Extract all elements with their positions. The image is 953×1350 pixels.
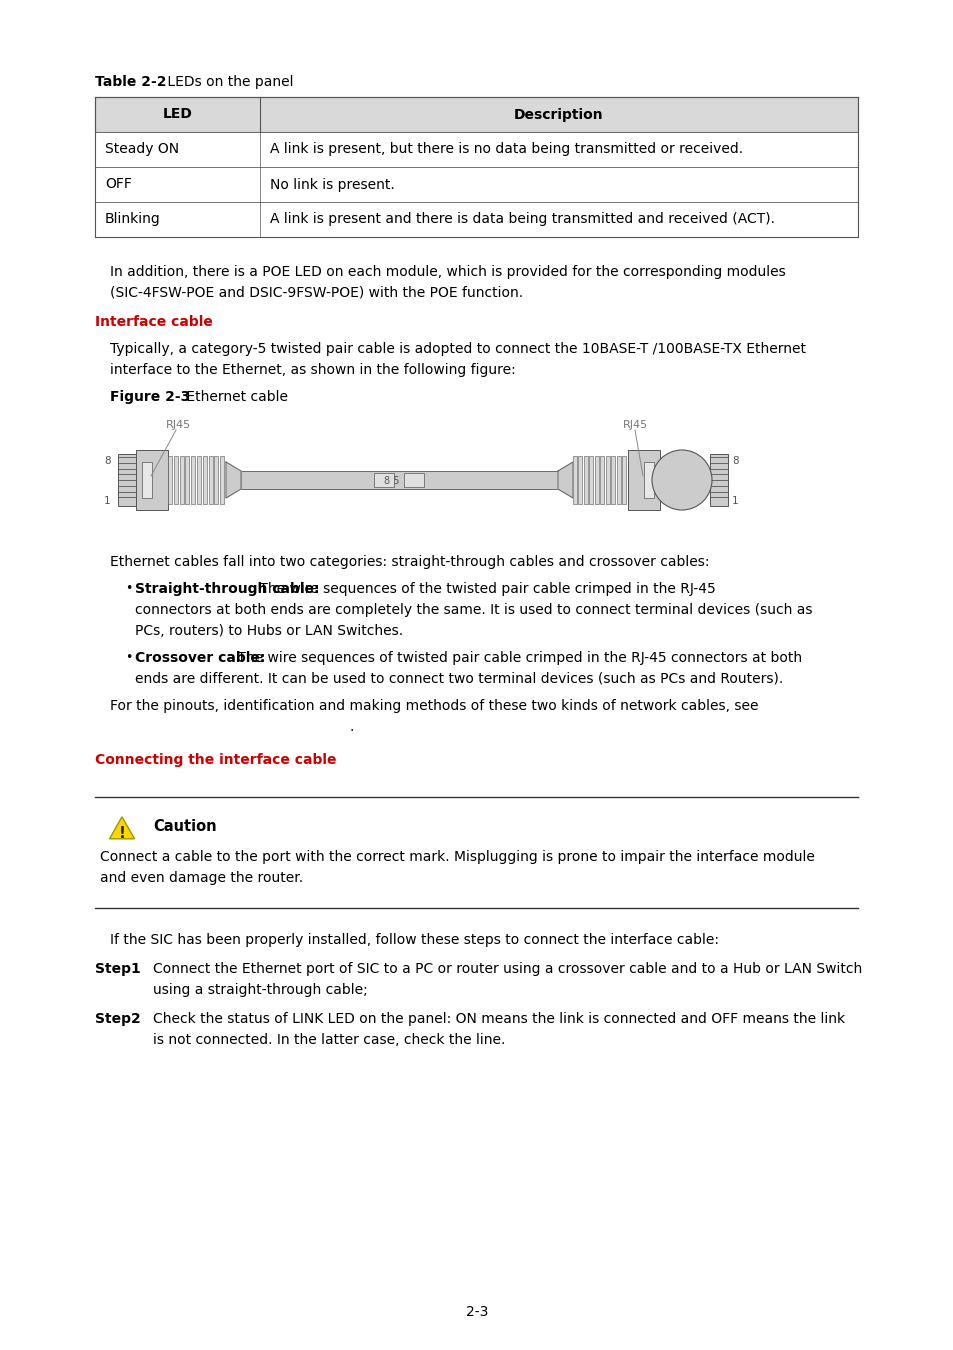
FancyBboxPatch shape [220,456,224,504]
Text: Connect the Ethernet port of SIC to a PC or router using a crossover cable and t: Connect the Ethernet port of SIC to a PC… [152,963,862,976]
FancyBboxPatch shape [118,454,136,506]
FancyBboxPatch shape [622,456,626,504]
Circle shape [651,450,711,510]
Text: If the SIC has been properly installed, follow these steps to connect the interf: If the SIC has been properly installed, … [110,933,719,946]
Text: 8: 8 [731,456,738,466]
Text: A link is present and there is data being transmitted and received (ACT).: A link is present and there is data bein… [270,212,774,227]
FancyBboxPatch shape [196,456,201,504]
Text: Caution: Caution [152,819,216,834]
Polygon shape [110,817,134,838]
Text: Figure 2-3: Figure 2-3 [110,390,190,404]
Text: Description: Description [514,108,603,122]
Text: A link is present, but there is no data being transmitted or received.: A link is present, but there is no data … [270,143,742,157]
Polygon shape [558,462,573,498]
FancyBboxPatch shape [589,456,593,504]
FancyBboxPatch shape [95,202,857,238]
Text: RJ45: RJ45 [166,420,191,431]
Text: Step1: Step1 [95,963,141,976]
FancyBboxPatch shape [605,456,609,504]
FancyBboxPatch shape [95,97,857,132]
FancyBboxPatch shape [611,456,615,504]
Text: Crossover cable:: Crossover cable: [135,651,265,666]
Text: For the pinouts, identification and making methods of these two kinds of network: For the pinouts, identification and maki… [110,699,758,713]
FancyBboxPatch shape [709,454,727,506]
FancyBboxPatch shape [627,450,659,510]
Text: using a straight-through cable;: using a straight-through cable; [152,983,367,998]
FancyBboxPatch shape [643,462,654,498]
FancyBboxPatch shape [142,462,152,498]
Text: ends are different. It can be used to connect two terminal devices (such as PCs : ends are different. It can be used to co… [135,672,782,686]
FancyBboxPatch shape [578,456,581,504]
Text: Interface cable: Interface cable [95,315,213,329]
Text: 8: 8 [104,456,111,466]
Text: is not connected. In the latter case, check the line.: is not connected. In the latter case, ch… [152,1033,505,1048]
FancyBboxPatch shape [375,472,395,487]
Text: Ethernet cable: Ethernet cable [182,390,288,404]
Text: Check the status of LINK LED on the panel: ON means the link is connected and OF: Check the status of LINK LED on the pane… [152,1012,844,1026]
Text: LED: LED [162,108,193,122]
Text: (SIC-4FSW-POE and DSIC-9FSW-POE) with the POE function.: (SIC-4FSW-POE and DSIC-9FSW-POE) with th… [110,286,522,300]
FancyBboxPatch shape [241,471,558,489]
Text: Connecting the interface cable: Connecting the interface cable [95,753,336,767]
Text: 1: 1 [731,495,738,506]
FancyBboxPatch shape [617,456,620,504]
Text: LEDs on the panel: LEDs on the panel [163,76,294,89]
Text: interface to the Ethernet, as shown in the following figure:: interface to the Ethernet, as shown in t… [110,363,516,377]
FancyBboxPatch shape [95,132,857,167]
Text: Steady ON: Steady ON [105,143,179,157]
Text: 2-3: 2-3 [465,1305,488,1319]
FancyBboxPatch shape [168,456,172,504]
Text: Step2: Step2 [95,1012,141,1026]
Text: Ethernet cables fall into two categories: straight-through cables and crossover : Ethernet cables fall into two categories… [110,555,709,568]
FancyBboxPatch shape [203,456,207,504]
FancyBboxPatch shape [573,456,577,504]
Text: .: . [350,720,354,734]
Text: •: • [125,582,132,595]
FancyBboxPatch shape [404,472,424,487]
Text: Table 2-2: Table 2-2 [95,76,167,89]
Text: and even damage the router.: and even damage the router. [100,871,303,886]
Text: 1: 1 [104,495,111,506]
FancyBboxPatch shape [599,456,603,504]
FancyBboxPatch shape [95,167,857,202]
Text: The wire sequences of twisted pair cable crimped in the RJ-45 connectors at both: The wire sequences of twisted pair cable… [233,651,801,666]
Text: •: • [125,651,132,664]
FancyBboxPatch shape [173,456,177,504]
Text: PCs, routers) to Hubs or LAN Switches.: PCs, routers) to Hubs or LAN Switches. [135,624,403,639]
FancyBboxPatch shape [673,470,689,490]
Text: !: ! [118,826,125,841]
Text: Blinking: Blinking [105,212,161,227]
Text: connectors at both ends are completely the same. It is used to connect terminal : connectors at both ends are completely t… [135,603,812,617]
FancyBboxPatch shape [209,456,213,504]
Text: Connect a cable to the port with the correct mark. Misplugging is prone to impai: Connect a cable to the port with the cor… [100,850,814,864]
FancyBboxPatch shape [595,456,598,504]
FancyBboxPatch shape [185,456,190,504]
FancyBboxPatch shape [191,456,195,504]
FancyBboxPatch shape [214,456,218,504]
FancyBboxPatch shape [179,456,184,504]
Text: The wire sequences of the twisted pair cable crimped in the RJ-45: The wire sequences of the twisted pair c… [254,582,715,595]
FancyBboxPatch shape [583,456,587,504]
Text: 8 5: 8 5 [383,477,399,486]
Text: In addition, there is a POE LED on each module, which is provided for the corres: In addition, there is a POE LED on each … [110,265,785,279]
Text: No link is present.: No link is present. [270,177,395,192]
Text: OFF: OFF [105,177,132,192]
FancyBboxPatch shape [136,450,168,510]
Text: Straight-through cable:: Straight-through cable: [135,582,319,595]
Polygon shape [226,462,241,498]
Text: Typically, a category-5 twisted pair cable is adopted to connect the 10BASE-T /1: Typically, a category-5 twisted pair cab… [110,342,805,356]
Text: RJ45: RJ45 [622,420,647,431]
